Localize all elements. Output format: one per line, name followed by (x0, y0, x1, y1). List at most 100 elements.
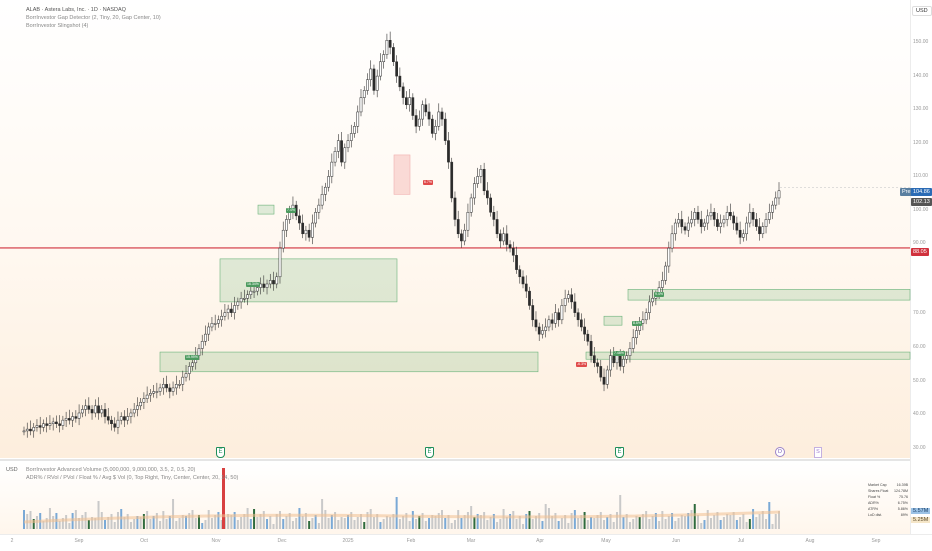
candle-body (136, 405, 139, 410)
volume-bar (324, 510, 327, 529)
volume-bar (253, 509, 256, 529)
volume-bar (210, 518, 213, 529)
candle-body (398, 75, 402, 88)
volume-bar (347, 515, 350, 529)
indicator-gap-detector[interactable]: BorrInvestor Gap Detector (2, Tiny, 20, … (26, 15, 161, 21)
candle-body (327, 176, 330, 188)
pane-divider[interactable] (0, 459, 932, 461)
candle-body (453, 197, 457, 220)
volume-bar (29, 511, 32, 529)
candle-body (547, 319, 551, 328)
candle-body (447, 140, 450, 163)
candle-body (615, 355, 619, 364)
candle-body (450, 161, 454, 199)
volume-bar (580, 515, 583, 529)
candle-body (366, 79, 369, 91)
candle-body (745, 222, 748, 235)
volume-bar (298, 508, 301, 529)
candle-body (200, 341, 204, 349)
candle-body (97, 405, 100, 414)
volume-bar (262, 511, 265, 529)
candle-body (55, 421, 58, 424)
candle-body (126, 416, 130, 421)
currency-button[interactable]: USD (912, 6, 932, 16)
volume-bar (690, 510, 693, 529)
volume-bar (518, 516, 521, 529)
volume-bar (100, 512, 103, 529)
candle-body (599, 366, 603, 378)
gap-zone (627, 289, 911, 301)
volume-bar (745, 522, 748, 529)
volume-bar (667, 516, 670, 529)
volume-bar (625, 514, 628, 529)
candle-body (758, 226, 761, 235)
volume-bar (65, 515, 68, 529)
volume-bar (185, 516, 188, 529)
volume-bar (473, 517, 476, 529)
volume-bar (632, 519, 635, 529)
candle-body (230, 308, 233, 313)
candle-body (80, 409, 84, 414)
volume-bar (732, 512, 735, 529)
volume-bar (207, 510, 210, 529)
candle-body (667, 247, 671, 267)
candle-body (414, 115, 418, 127)
price-tick: 90.00 (913, 240, 926, 246)
candle-body (336, 140, 340, 152)
symbol-title[interactable]: ALAB · Astera Labs, Inc. · 1D · NASDAQ (26, 7, 126, 13)
candle-body (618, 355, 622, 367)
earnings-marker[interactable]: E (425, 447, 434, 458)
volume-bar (327, 518, 330, 529)
volume-bar (194, 518, 197, 529)
candle-body (528, 290, 531, 306)
candle-body (375, 75, 379, 91)
volume-bar (334, 512, 337, 529)
volume-bar (492, 514, 495, 529)
indicator-advanced-volume[interactable]: BorrInvestor Advanced Volume (5,000,000,… (26, 467, 196, 473)
candle-body (48, 423, 52, 426)
volume-bar (366, 512, 369, 529)
candle-body (505, 233, 509, 245)
volume-bar (716, 512, 719, 529)
candle-body (683, 226, 687, 231)
price-axis[interactable] (910, 0, 932, 534)
candle-body (142, 398, 146, 403)
candle-body (463, 229, 467, 242)
volume-bar (713, 515, 716, 529)
dividend-marker[interactable]: D (775, 447, 785, 457)
split-marker[interactable]: S (814, 447, 822, 458)
volume-bar (188, 513, 191, 529)
indicator-slingshot[interactable]: BorrInvestor Slingshot (4) (26, 23, 89, 29)
candle-body (443, 118, 447, 141)
candle-body (725, 212, 729, 220)
earnings-marker[interactable]: E (216, 447, 225, 458)
volume-bar (162, 511, 165, 529)
time-tick: 2025 (342, 538, 354, 544)
candle-body (738, 229, 742, 238)
indicator-adr-rvol[interactable]: ADR% / RVol / PVol / Float % / Avg $ Vol… (26, 475, 239, 481)
volume-bar (560, 518, 563, 529)
volume-bar (450, 523, 453, 529)
volume-bar (641, 514, 644, 529)
time-tick: Mar (466, 538, 476, 544)
gap-label-bearish: 6.7% (423, 180, 433, 185)
volume-bar (301, 516, 304, 529)
candle-body (324, 186, 327, 195)
volume-bar (755, 517, 758, 529)
candle-body (424, 104, 428, 113)
candle-body (405, 97, 408, 106)
volume-bar (700, 523, 703, 529)
volume-bar (337, 520, 340, 529)
volume-bar (58, 521, 61, 529)
candle-body (677, 219, 680, 224)
candle-body (515, 255, 518, 270)
volume-bar (748, 519, 751, 529)
candle-body (460, 233, 463, 242)
earnings-marker[interactable]: E (615, 447, 624, 458)
candle-body (693, 212, 697, 220)
volume-bar (116, 512, 119, 529)
gap-label: 16.34% (246, 282, 260, 287)
time-axis[interactable] (0, 534, 932, 551)
candle-body (748, 212, 752, 224)
candle-body (382, 54, 386, 63)
